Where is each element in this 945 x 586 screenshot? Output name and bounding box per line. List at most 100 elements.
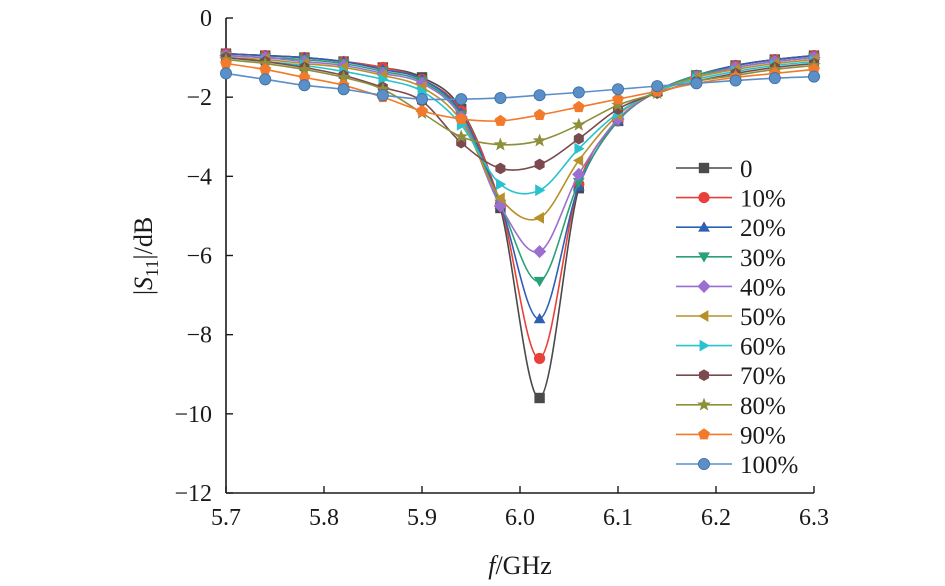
- legend-label: 100%: [740, 452, 798, 479]
- data-point: [337, 83, 350, 96]
- legend-marker: [698, 310, 709, 322]
- legend-label: 90%: [740, 422, 786, 449]
- data-point: [571, 117, 586, 131]
- y-tick-label: −10: [174, 402, 212, 428]
- data-point: [572, 86, 585, 99]
- data-point: [574, 142, 585, 155]
- data-point: [219, 67, 232, 80]
- data-point: [496, 178, 507, 191]
- series-line: [225, 56, 815, 171]
- data-point: [612, 92, 624, 105]
- x-tick-label: 6.0: [505, 505, 535, 531]
- ticks-group: 5.7 5.8 5.9 6.0 6.1 6.2 6.3 0 −2 −4 −6 −8 −10 −12: [174, 6, 829, 531]
- series-line: [225, 58, 815, 146]
- data-point: [259, 73, 272, 86]
- data-point: [534, 352, 546, 365]
- legend-item: 100%: [676, 452, 798, 479]
- legend-label: 40%: [740, 274, 786, 301]
- data-point: [808, 70, 821, 83]
- data-point: [494, 91, 507, 104]
- legend-item: 20%: [676, 215, 786, 242]
- series-line: [225, 54, 815, 283]
- data-point: [534, 158, 545, 171]
- data-point: [220, 57, 232, 69]
- y-tick-label: −2: [186, 85, 212, 111]
- x-tick-label: 5.8: [309, 505, 339, 531]
- series-line: [225, 62, 815, 122]
- data-point: [612, 83, 625, 96]
- legend-item: 0: [676, 156, 753, 183]
- series-0: [220, 48, 820, 404]
- legend-label: 20%: [740, 215, 786, 242]
- y-tick-label: −8: [186, 323, 212, 349]
- data-point: [493, 137, 508, 151]
- data-point: [375, 82, 390, 96]
- x-tick-label: 6.3: [799, 505, 829, 531]
- y-tick-label: −12: [174, 481, 212, 507]
- legend-marker: [698, 428, 710, 440]
- series-line: [225, 56, 815, 221]
- y-tick-label: −6: [186, 244, 212, 270]
- data-point: [534, 392, 545, 404]
- data-point: [494, 114, 507, 126]
- data-point: [415, 93, 428, 106]
- legend-label: 70%: [740, 363, 786, 390]
- series-line: [225, 56, 815, 195]
- data-point: [535, 184, 546, 197]
- legend-marker: [697, 397, 711, 411]
- data-point: [572, 167, 586, 181]
- legend-marker: [699, 339, 710, 352]
- legend-item: 90%: [676, 422, 786, 449]
- legend-item: 80%: [676, 393, 786, 420]
- legend-item: 30%: [676, 245, 786, 272]
- data-point: [533, 276, 546, 288]
- data-point: [298, 71, 311, 83]
- data-point: [533, 244, 547, 259]
- legend-item: 70%: [676, 363, 786, 390]
- data-point: [494, 192, 505, 204]
- data-point: [378, 73, 389, 86]
- data-point: [533, 212, 544, 224]
- x-axis-label-unit: /GHz: [495, 551, 551, 580]
- data-point: [297, 62, 312, 76]
- data-point: [573, 154, 584, 167]
- y-axis-label-subscript: 11: [142, 260, 162, 277]
- x-axis-label-symbol: f: [488, 551, 499, 580]
- legend-label: 10%: [740, 186, 786, 213]
- y-axis-label: |S11|/dB: [129, 217, 162, 295]
- data-point: [533, 89, 546, 102]
- legend: 0 10%20% 30%40% 50% 60%70% 80%90% 100%: [676, 156, 798, 479]
- series-line: [225, 52, 815, 360]
- y-axis-label-suffix: |/dB: [129, 217, 158, 260]
- legend-item: 60%: [676, 334, 786, 361]
- legend-marker: [698, 252, 710, 263]
- data-point: [572, 100, 585, 113]
- x-tick-label: 6.1: [603, 505, 633, 531]
- x-tick-label: 6.2: [701, 505, 731, 531]
- series-line: [225, 72, 815, 101]
- y-axis-label-prefix: |: [129, 290, 158, 295]
- legend-label: 0: [740, 156, 753, 183]
- data-point: [298, 79, 311, 92]
- legend-marker: [698, 162, 710, 174]
- y-tick-label: 0: [200, 6, 212, 32]
- data-point: [495, 162, 506, 175]
- series-line: [225, 54, 815, 253]
- series-2: [220, 47, 820, 324]
- data-point: [493, 199, 507, 213]
- legend-item: 40%: [676, 274, 786, 301]
- data-point: [376, 89, 389, 102]
- legend-label: 30%: [740, 245, 786, 272]
- data-point: [454, 129, 469, 143]
- y-tick-label: −4: [186, 164, 212, 190]
- data-point: [533, 108, 546, 120]
- x-tick-label: 5.7: [211, 505, 241, 531]
- data-point: [455, 93, 468, 106]
- legend-label: 60%: [740, 334, 786, 361]
- legend-marker: [697, 279, 711, 293]
- data-point: [611, 97, 625, 111]
- series-10: [219, 67, 821, 106]
- x-axis-label: f/GHz: [488, 551, 552, 580]
- series-line: [225, 52, 815, 320]
